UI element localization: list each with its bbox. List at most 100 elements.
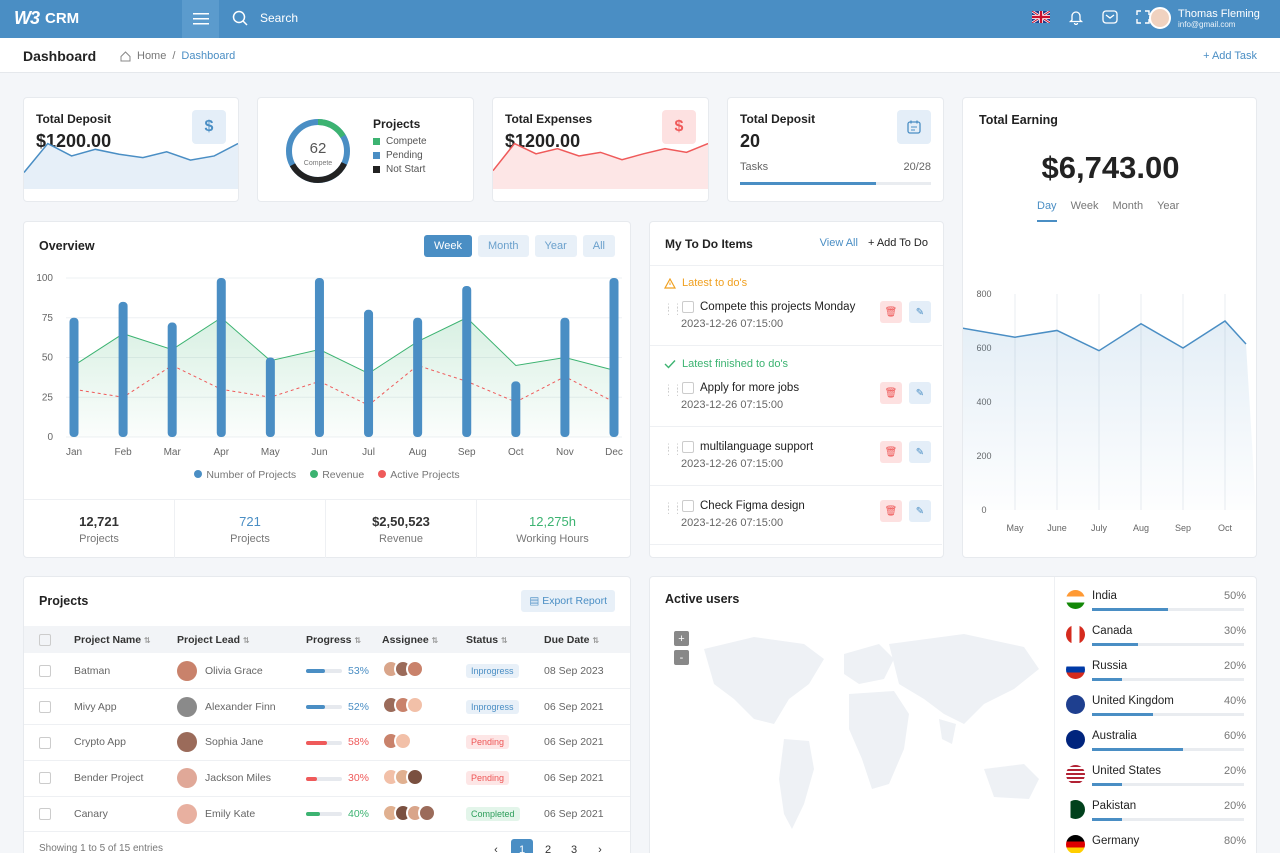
bar-apr bbox=[216, 278, 226, 437]
tab-year[interactable]: Year bbox=[1157, 200, 1180, 212]
edit-button[interactable]: ✎ bbox=[909, 301, 931, 323]
tab-day[interactable]: Day bbox=[1037, 200, 1057, 222]
breadcrumb-home[interactable]: Home bbox=[137, 50, 167, 62]
col-project-lead[interactable]: Project Lead ⇅ bbox=[177, 626, 306, 653]
row-checkbox[interactable] bbox=[39, 772, 51, 785]
tab-year[interactable]: Year bbox=[534, 235, 577, 257]
flag-icon bbox=[1066, 800, 1085, 819]
todo-checkbox[interactable] bbox=[682, 301, 694, 313]
edit-button[interactable]: ✎ bbox=[909, 382, 931, 404]
assignee-avatar[interactable] bbox=[418, 803, 436, 822]
fullscreen-icon[interactable] bbox=[1136, 10, 1150, 24]
select-all-checkbox[interactable] bbox=[39, 633, 51, 646]
bar-nov bbox=[560, 317, 570, 437]
search-box[interactable]: Search bbox=[232, 10, 298, 26]
table-row[interactable]: Mivy App Alexander Finn 52% Inprogress 06 Se… bbox=[24, 688, 630, 726]
country-percent: 40% bbox=[1223, 695, 1246, 707]
world-map[interactable] bbox=[694, 629, 1054, 853]
menu-toggle-button[interactable] bbox=[182, 0, 219, 38]
row-checkbox[interactable] bbox=[39, 808, 51, 821]
todo-checkbox[interactable] bbox=[682, 500, 694, 512]
assignee-avatar[interactable] bbox=[406, 660, 424, 679]
lead-avatar[interactable] bbox=[177, 768, 197, 789]
tab-all[interactable]: All bbox=[582, 235, 615, 257]
table-row[interactable]: Batman Olivia Grace 53% Inprogress 08 Sep 20… bbox=[24, 653, 630, 690]
latest-todos-section: Latest to do's ⋮⋮ ⋮⋮ Compete this project… bbox=[650, 265, 942, 346]
delete-button[interactable]: 🗑 bbox=[880, 441, 902, 463]
card-value: 20 bbox=[740, 131, 761, 151]
table-row[interactable]: Canary Emily Kate 40% Completed 06 Sep 2021 bbox=[24, 796, 630, 833]
projects-table: Project Name ⇅ Project Lead ⇅ Progress ⇅… bbox=[24, 626, 630, 833]
flag-icon bbox=[1066, 695, 1085, 714]
lead-avatar[interactable] bbox=[177, 732, 197, 753]
zoom-in-button[interactable]: + bbox=[674, 631, 689, 646]
country-percent: 80% bbox=[1223, 835, 1246, 847]
row-checkbox[interactable] bbox=[39, 736, 51, 749]
page-2-button[interactable]: 2 bbox=[544, 844, 552, 853]
uk-flag-icon[interactable] bbox=[1032, 11, 1050, 23]
todo-section: ⋮⋮ ⋮⋮ Check Figma design 2023-12-26 07:15… bbox=[650, 486, 942, 545]
tab-month[interactable]: Month bbox=[477, 235, 529, 257]
country-bar bbox=[1092, 818, 1244, 821]
row-checkbox[interactable] bbox=[39, 664, 51, 677]
prev-page-icon[interactable]: ‹ bbox=[494, 844, 498, 853]
edit-button[interactable]: ✎ bbox=[909, 500, 931, 522]
lead-avatar[interactable] bbox=[177, 660, 197, 681]
bell-icon[interactable] bbox=[1068, 9, 1084, 25]
assignee-avatar[interactable] bbox=[406, 767, 424, 786]
card-title: Total Deposit bbox=[36, 112, 112, 126]
drag-handle-icon[interactable]: ⋮⋮ ⋮⋮ bbox=[664, 442, 682, 456]
delete-button[interactable]: 🗑 bbox=[880, 382, 902, 404]
user-name: Thomas Fleming bbox=[1178, 7, 1260, 20]
y-tick-label: 0 bbox=[47, 432, 53, 443]
bar-aug bbox=[413, 317, 423, 437]
bar-jul bbox=[364, 309, 374, 437]
progress-value: 53% bbox=[348, 664, 370, 677]
drag-handle-icon[interactable]: ⋮⋮ ⋮⋮ bbox=[664, 383, 682, 397]
assignee-group bbox=[382, 731, 412, 750]
home-icon[interactable] bbox=[120, 50, 131, 62]
row-checkbox[interactable] bbox=[39, 700, 51, 713]
tab-week[interactable]: Week bbox=[1070, 200, 1099, 212]
drag-handle-icon[interactable]: ⋮⋮ ⋮⋮ bbox=[664, 501, 682, 515]
page-1-button[interactable]: 1 bbox=[511, 839, 533, 853]
lead-avatar[interactable] bbox=[177, 696, 197, 717]
tab-month[interactable]: Month bbox=[1112, 200, 1144, 212]
export-report-button[interactable]: ▤ Export Report bbox=[521, 590, 615, 612]
table-row[interactable]: Crypto App Sophia Jane 58% Pending 06 Sep 20… bbox=[24, 724, 630, 761]
assignee-avatar[interactable] bbox=[394, 731, 412, 750]
tab-week[interactable]: Week bbox=[424, 235, 472, 257]
col-progress[interactable]: Progress ⇅ bbox=[306, 626, 382, 653]
user-menu[interactable]: Thomas Fleming info@gmail.com bbox=[1149, 7, 1260, 29]
x-tick-label: Aug bbox=[1133, 523, 1149, 533]
col-project-name[interactable]: Project Name ⇅ bbox=[74, 626, 177, 653]
col-status[interactable]: Status ⇅ bbox=[466, 626, 544, 653]
status-badge: Completed bbox=[466, 807, 520, 822]
todo-checkbox[interactable] bbox=[682, 382, 694, 394]
x-tick-label: July bbox=[1091, 523, 1108, 533]
app-logo[interactable]: W3 CRM bbox=[14, 8, 79, 29]
edit-button[interactable]: ✎ bbox=[909, 441, 931, 463]
finished-todos-section: Latest finished to do's ⋮⋮ ⋮⋮ Apply for m… bbox=[650, 346, 942, 427]
mail-icon[interactable] bbox=[1102, 9, 1118, 25]
project-name: Bender Project bbox=[74, 760, 177, 797]
col-due-date[interactable]: Due Date ⇅ bbox=[544, 626, 630, 653]
search-placeholder[interactable]: Search bbox=[260, 11, 299, 25]
lead-name: Olivia Grace bbox=[205, 664, 263, 677]
zoom-out-button[interactable]: - bbox=[674, 650, 689, 665]
assignee-avatar[interactable] bbox=[406, 696, 424, 715]
legend-revenue: Revenue bbox=[310, 469, 364, 481]
delete-button[interactable]: 🗑 bbox=[880, 301, 902, 323]
lead-avatar[interactable] bbox=[177, 804, 197, 825]
view-all-link[interactable]: View All bbox=[819, 237, 858, 249]
user-avatar[interactable] bbox=[1149, 7, 1171, 29]
page-3-button[interactable]: 3 bbox=[570, 844, 578, 853]
add-todo-button[interactable]: + Add To Do bbox=[867, 237, 928, 249]
add-task-button[interactable]: + Add Task bbox=[1203, 50, 1257, 62]
next-page-icon[interactable]: › bbox=[598, 844, 602, 853]
col-assignee[interactable]: Assignee ⇅ bbox=[382, 626, 466, 653]
delete-button[interactable]: 🗑 bbox=[880, 500, 902, 522]
table-row[interactable]: Bender Project Jackson Miles 30% Pending 06 … bbox=[24, 760, 630, 797]
drag-handle-icon[interactable]: ⋮⋮ ⋮⋮ bbox=[664, 302, 682, 316]
todo-checkbox[interactable] bbox=[682, 441, 694, 453]
